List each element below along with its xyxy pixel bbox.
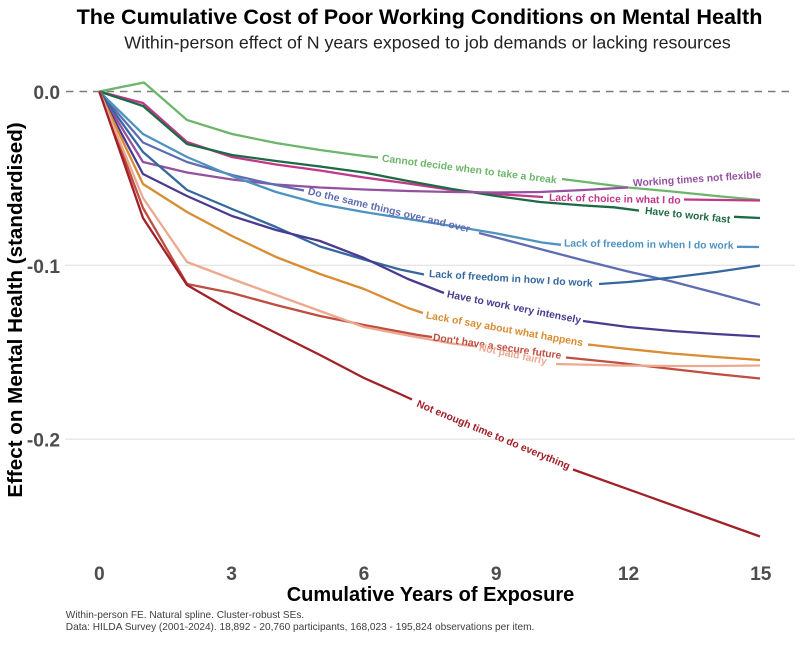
svg-text:9: 9: [491, 564, 502, 585]
svg-text:The Cumulative Cost of Poor Wo: The Cumulative Cost of Poor Working Cond…: [77, 4, 763, 29]
svg-text:Cumulative Years of Exposure: Cumulative Years of Exposure: [287, 584, 575, 606]
svg-text:0: 0: [94, 564, 105, 585]
svg-text:3: 3: [226, 564, 237, 585]
svg-text:Within-person FE. Natural spli: Within-person FE. Natural spline. Cluste…: [66, 610, 304, 621]
svg-text:Effect on Mental Health (stand: Effect on Mental Health (standardised): [4, 122, 27, 497]
svg-text:Lack of freedom in when I do w: Lack of freedom in when I do work: [564, 239, 734, 252]
svg-text:0.0: 0.0: [33, 83, 60, 104]
svg-text:6: 6: [359, 564, 370, 585]
svg-text:-0.2: -0.2: [27, 431, 60, 452]
svg-text:12: 12: [618, 564, 639, 585]
svg-text:Lack of choice in what I do: Lack of choice in what I do: [549, 193, 681, 207]
svg-text:Data: HILDA Survey (2001-2024): Data: HILDA Survey (2001-2024). 18,892 -…: [66, 622, 535, 633]
svg-text:-0.1: -0.1: [27, 257, 60, 278]
svg-text:Within-person effect of N year: Within-person effect of N years exposed …: [124, 33, 731, 53]
svg-text:15: 15: [750, 564, 772, 585]
